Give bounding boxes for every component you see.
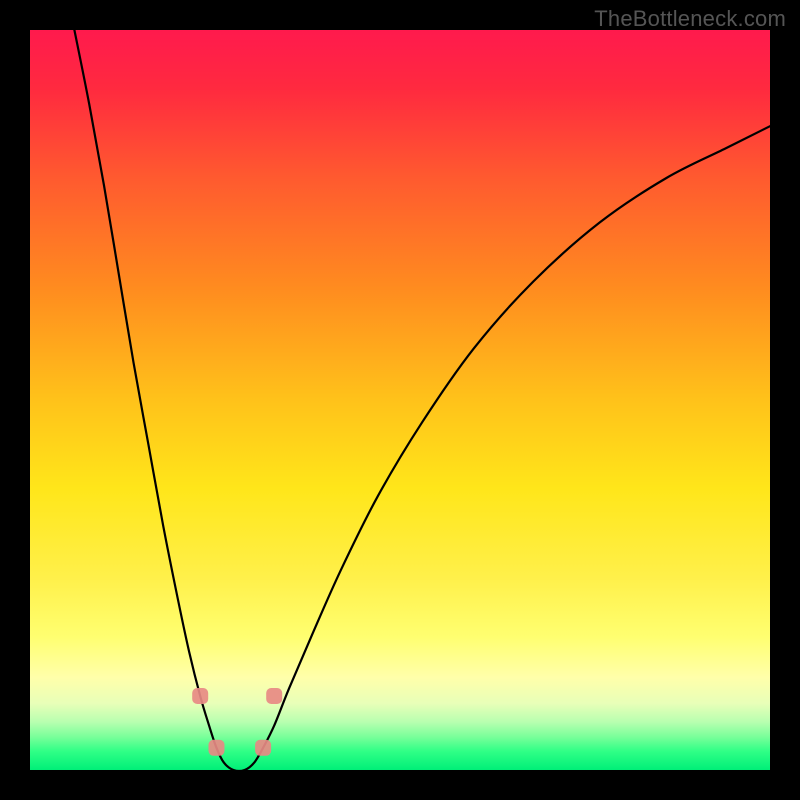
chart-svg [30,30,770,770]
plot-area [30,30,770,770]
watermark-text: TheBottleneck.com [594,6,786,32]
chart-container: TheBottleneck.com [0,0,800,800]
dip-marker [266,688,282,704]
dip-marker [192,688,208,704]
dip-marker [208,740,224,756]
dip-marker [255,740,271,756]
